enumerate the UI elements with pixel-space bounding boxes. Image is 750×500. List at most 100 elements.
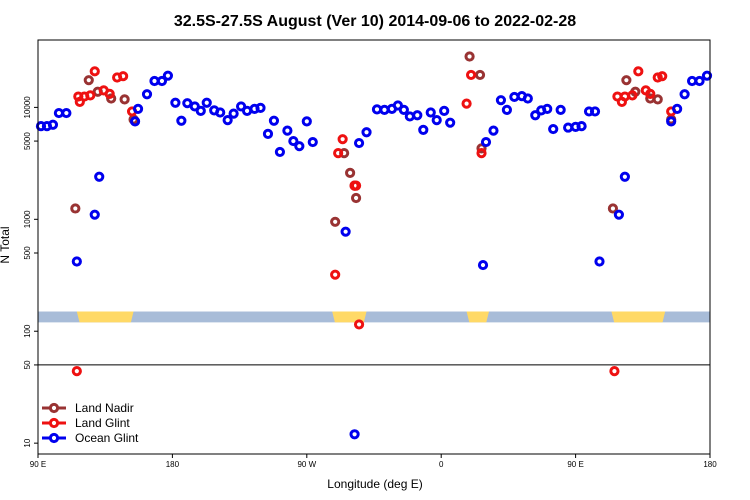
legend-label-land-glint: Land Glint	[75, 416, 130, 430]
point-ocean-glint	[71, 256, 82, 267]
point-land-nadir	[350, 192, 362, 204]
point-ocean-glint	[589, 106, 601, 117]
legend-marker-land-glint	[48, 417, 60, 429]
point-land-glint	[476, 148, 487, 159]
point-land-glint	[657, 71, 668, 82]
point-land-nadir	[476, 143, 487, 154]
x-axis-label: Longitude (deg E)	[327, 477, 422, 491]
data-points	[35, 51, 713, 440]
point-land-nadir	[345, 167, 356, 178]
y-tick-label: 500	[23, 246, 32, 260]
point-ocean-glint	[679, 89, 690, 100]
ocean-band	[38, 311, 710, 323]
point-ocean-glint	[501, 104, 513, 115]
point-ocean-glint	[176, 115, 187, 126]
point-ocean-glint	[398, 104, 409, 115]
point-ocean-glint	[215, 107, 226, 118]
point-ocean-glint	[666, 116, 677, 127]
point-land-nadir	[119, 94, 130, 105]
point-ocean-glint	[495, 95, 507, 106]
x-tick-label: 180	[166, 460, 180, 469]
point-ocean-glint	[418, 124, 429, 135]
point-ocean-glint	[542, 103, 553, 114]
x-tick-label: 90 W	[297, 460, 316, 469]
point-land-nadir	[652, 94, 663, 105]
y-tick-label: 10000	[23, 96, 32, 119]
point-ocean-glint	[576, 121, 587, 132]
point-land-glint	[333, 148, 344, 159]
y-tick-label: 50	[23, 360, 32, 369]
point-ocean-glint	[162, 70, 174, 81]
point-land-glint	[645, 88, 656, 99]
point-ocean-glint	[141, 89, 153, 100]
land-segment	[76, 311, 134, 323]
point-ocean-glint	[47, 119, 59, 130]
y-tick-label: 100	[23, 324, 32, 338]
point-land-nadir	[621, 75, 632, 86]
point-ocean-glint	[301, 116, 312, 127]
point-land-glint	[330, 269, 341, 280]
point-land-glint	[633, 66, 644, 77]
point-ocean-glint	[89, 209, 100, 220]
point-ocean-glint	[425, 107, 436, 118]
point-ocean-glint	[477, 259, 489, 271]
point-ocean-glint	[701, 70, 713, 81]
point-ocean-glint	[522, 93, 533, 104]
land-band	[38, 311, 710, 323]
point-land-glint	[337, 134, 348, 145]
chart-title: 32.5S-27.5S August (Ver 10) 2014-09-06 t…	[174, 13, 576, 30]
point-ocean-glint	[255, 102, 266, 113]
point-ocean-glint	[672, 103, 683, 114]
point-ocean-glint	[170, 97, 181, 108]
land-segment	[611, 311, 666, 323]
y-tick-label: 1000	[23, 210, 32, 228]
legend-label-land-nadir: Land Nadir	[75, 401, 134, 415]
point-ocean-glint	[349, 429, 360, 440]
point-ocean-glint	[228, 108, 239, 119]
point-ocean-glint	[307, 136, 318, 148]
y-tick-label: 10	[23, 438, 32, 447]
point-land-glint	[350, 180, 362, 191]
point-ocean-glint	[222, 114, 233, 126]
point-ocean-glint	[201, 97, 212, 108]
land-segment	[466, 311, 489, 323]
point-ocean-glint	[445, 117, 456, 128]
point-land-glint	[461, 98, 472, 109]
point-land-nadir	[464, 51, 475, 62]
point-ocean-glint	[694, 75, 705, 87]
point-ocean-glint	[353, 137, 365, 149]
point-ocean-glint	[132, 103, 144, 114]
point-ocean-glint	[488, 125, 499, 136]
point-land-nadir	[70, 203, 81, 214]
x-tick-label: 180	[703, 460, 717, 469]
point-ocean-glint	[530, 110, 541, 121]
point-ocean-glint	[268, 115, 280, 126]
point-ocean-glint	[555, 104, 566, 115]
point-ocean-glint	[274, 146, 286, 158]
point-ocean-glint	[94, 171, 105, 182]
x-tick-label: 0	[439, 460, 444, 469]
point-ocean-glint	[594, 256, 605, 267]
point-ocean-glint	[480, 136, 492, 148]
y-tick-label: 5000	[23, 132, 32, 150]
legend-label-ocean-glint: Ocean Glint	[75, 431, 139, 445]
point-land-glint	[71, 366, 82, 377]
point-ocean-glint	[288, 135, 299, 147]
x-ticks: 90 E 180 90 W 0 90 E 180	[30, 454, 717, 469]
point-ocean-glint	[282, 125, 293, 136]
y-ticks: 10 50 100 500 1000 5000 10000	[23, 96, 38, 448]
point-ocean-glint	[294, 141, 305, 152]
legend-marker-land-nadir	[48, 402, 60, 414]
point-ocean-glint	[340, 226, 351, 237]
point-ocean-glint	[129, 116, 141, 127]
point-land-glint	[89, 66, 100, 77]
point-land-glint	[353, 319, 365, 330]
y-axis-label: N Total	[0, 226, 12, 263]
point-land-glint	[118, 71, 129, 82]
point-ocean-glint	[156, 75, 168, 87]
point-land-nadir	[474, 69, 486, 81]
point-ocean-glint	[262, 128, 274, 139]
point-ocean-glint	[613, 209, 625, 220]
